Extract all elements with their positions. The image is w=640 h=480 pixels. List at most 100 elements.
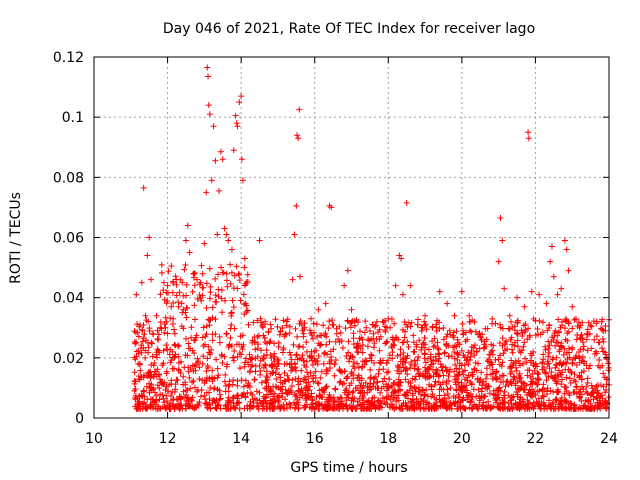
data-point <box>230 377 237 384</box>
data-point <box>520 343 527 350</box>
data-point <box>399 402 406 409</box>
data-point <box>344 267 351 274</box>
data-point <box>502 383 509 390</box>
data-point <box>222 371 229 378</box>
data-point <box>315 352 322 359</box>
data-point <box>357 389 364 396</box>
data-point <box>403 199 410 206</box>
data-point <box>226 381 233 388</box>
data-point <box>476 345 483 352</box>
data-point <box>369 395 376 402</box>
data-point <box>545 353 552 360</box>
data-point <box>153 349 160 356</box>
data-point <box>268 355 275 362</box>
data-point <box>329 404 336 411</box>
data-point <box>584 347 591 354</box>
data-point <box>456 341 463 348</box>
data-point <box>191 384 198 391</box>
data-point <box>323 398 330 405</box>
data-point <box>202 400 209 407</box>
data-point <box>240 291 247 298</box>
data-point <box>383 369 390 376</box>
data-point <box>563 388 570 395</box>
data-point <box>548 243 555 250</box>
data-point <box>558 381 565 388</box>
data-point <box>132 385 139 392</box>
data-point <box>396 252 403 259</box>
data-point <box>548 405 555 412</box>
data-point <box>382 328 389 335</box>
data-point <box>514 391 521 398</box>
data-point <box>510 393 517 400</box>
data-point <box>469 317 476 324</box>
data-point <box>565 318 572 325</box>
data-point <box>578 376 585 383</box>
data-point <box>315 380 322 387</box>
data-point <box>531 367 538 374</box>
data-point <box>184 352 191 359</box>
data-point <box>353 345 360 352</box>
data-point <box>526 386 533 393</box>
data-point <box>522 405 529 412</box>
data-point <box>163 342 170 349</box>
data-point <box>337 329 344 336</box>
data-point <box>157 376 164 383</box>
data-point <box>346 382 353 389</box>
data-point <box>269 405 276 412</box>
data-point <box>308 348 315 355</box>
data-point <box>286 377 293 384</box>
data-point <box>430 343 437 350</box>
data-point <box>216 333 223 340</box>
data-point <box>499 359 506 366</box>
data-point <box>421 350 428 357</box>
data-point <box>354 385 361 392</box>
data-point <box>593 350 600 357</box>
data-point <box>235 270 242 277</box>
data-point <box>212 330 219 337</box>
data-point <box>355 364 362 371</box>
data-point <box>172 381 179 388</box>
data-point <box>209 400 216 407</box>
data-point <box>310 329 317 336</box>
data-point <box>306 383 313 390</box>
data-point <box>577 386 584 393</box>
data-point <box>168 303 175 310</box>
data-point <box>146 234 153 241</box>
x-tick-label: 20 <box>453 431 471 447</box>
data-point <box>238 392 245 399</box>
data-point <box>578 397 585 404</box>
data-point <box>478 337 485 344</box>
data-point <box>522 355 529 362</box>
data-point <box>164 282 171 289</box>
data-point <box>292 367 299 374</box>
data-point <box>407 282 414 289</box>
data-point <box>337 394 344 401</box>
data-point <box>149 340 156 347</box>
data-point <box>588 382 595 389</box>
data-point <box>558 404 565 411</box>
data-point <box>539 329 546 336</box>
data-point <box>421 391 428 398</box>
data-point <box>262 318 269 325</box>
data-point <box>263 405 270 412</box>
data-point <box>139 327 146 334</box>
data-point <box>215 372 222 379</box>
data-point <box>275 360 282 367</box>
data-point <box>301 374 308 381</box>
data-point <box>200 353 207 360</box>
data-point <box>541 405 548 412</box>
data-point <box>330 346 337 353</box>
data-point <box>214 231 221 238</box>
data-point <box>199 284 206 291</box>
data-point <box>234 123 241 130</box>
y-tick-label: 0.04 <box>53 291 84 307</box>
data-point <box>396 386 403 393</box>
data-point <box>310 378 317 385</box>
data-point <box>239 177 246 184</box>
data-point <box>465 361 472 368</box>
data-point <box>580 339 587 346</box>
data-point <box>427 351 434 358</box>
data-point <box>516 347 523 354</box>
data-point <box>206 389 213 396</box>
data-point <box>354 402 361 409</box>
